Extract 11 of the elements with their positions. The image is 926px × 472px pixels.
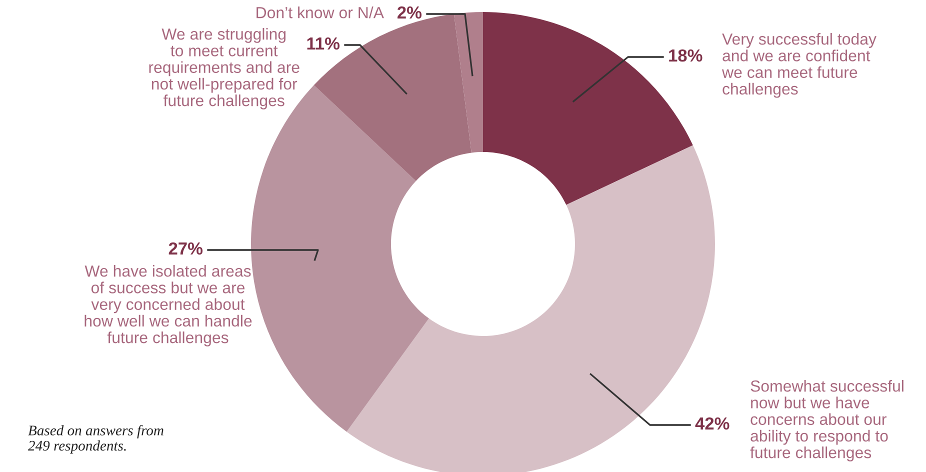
slice-label: Don’t know or N/A [256,6,384,18]
data-label: 42% [695,417,730,430]
data-label: 11% [307,37,340,50]
slice-label: Somewhat successful now but we have concerns about our ability to respond to future challenges [750,380,904,462]
data-label: 27% [168,242,203,255]
data-label: 2% [398,6,422,19]
slice-label: Very successful today and we are confident we can meet future challenges [722,33,876,98]
slice-label: We have isolated areas of success but we are very concerned about how well we can handle future challenges [84,265,252,346]
text: Based on answers from 249 respondents. [28,425,164,454]
data-label: 18% [669,49,702,62]
slice-label: We are struggling to meet current requirements and are not well-prepared for future challenges [149,28,300,110]
